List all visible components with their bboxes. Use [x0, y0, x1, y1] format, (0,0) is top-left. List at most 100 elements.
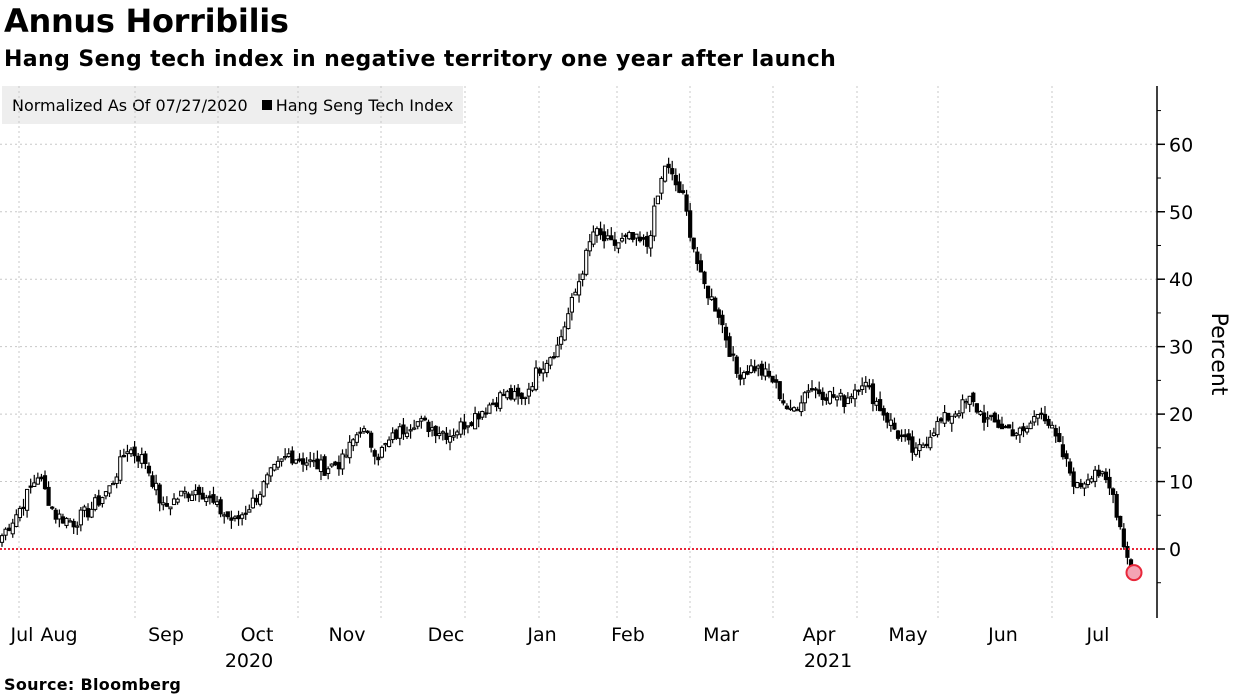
candle-body: [304, 462, 309, 466]
candle-body: [415, 421, 420, 427]
candle-body: [67, 520, 73, 523]
candle-body: [1003, 425, 1008, 429]
candle-body: [781, 400, 786, 404]
candle-body: [720, 314, 725, 326]
candle-body: [1024, 428, 1030, 433]
y-tick-label: 30: [1169, 337, 1193, 359]
legend: Normalized As Of 07/27/2020 Hang Seng Te…: [2, 86, 464, 124]
x-month-label: Feb: [611, 624, 645, 646]
candle-body: [143, 453, 148, 465]
candle-body: [666, 163, 671, 169]
candle-body: [279, 458, 284, 462]
x-month-label: Jul: [1086, 624, 1110, 646]
candle-body: [802, 392, 807, 404]
candle-body: [14, 514, 19, 527]
candle-body: [351, 439, 356, 447]
candle-body: [508, 388, 514, 400]
candle-body: [218, 499, 223, 515]
candle-body: [111, 482, 116, 486]
candle-body: [1021, 426, 1026, 432]
candle-body: [817, 389, 822, 395]
x-month-label: Jun: [987, 624, 1018, 646]
candle-body: [838, 392, 843, 397]
candle-body: [447, 435, 453, 443]
candle-body: [21, 506, 26, 509]
candle-body: [899, 434, 904, 437]
candle-body: [537, 368, 542, 374]
candle-body: [831, 394, 836, 398]
candle-body: [308, 459, 313, 462]
candle-body: [845, 397, 850, 405]
candle-body: [774, 379, 779, 383]
candle-body: [971, 392, 976, 403]
candle-body: [107, 485, 112, 494]
grid: [0, 86, 1158, 618]
candle-body: [541, 368, 546, 374]
candle-body: [680, 190, 686, 194]
candle-body: [555, 344, 560, 358]
candle-body: [397, 426, 402, 439]
candle-body: [376, 456, 381, 461]
candle-body: [64, 517, 69, 526]
candle-body: [949, 415, 954, 424]
candle-body: [240, 514, 245, 519]
candle-body: [1100, 471, 1105, 475]
candle-body: [623, 234, 628, 237]
y-tick-label: 10: [1169, 472, 1193, 494]
candle-body: [462, 421, 467, 430]
last-value-marker: [1125, 564, 1143, 582]
candle-body: [57, 513, 62, 520]
candle-body: [39, 476, 44, 480]
candle-body: [401, 424, 406, 435]
candle-body: [222, 514, 227, 517]
candle-body: [189, 494, 195, 501]
candle-body: [1082, 483, 1087, 489]
x-year-label: 2021: [804, 650, 852, 672]
candle-body: [544, 362, 549, 374]
candle-body: [168, 506, 173, 510]
candle-body: [50, 506, 55, 509]
candle-body: [440, 431, 445, 434]
candle-body: [878, 399, 883, 412]
candle-body: [465, 425, 471, 428]
candle-body: [562, 326, 567, 341]
candle-body: [895, 430, 901, 439]
candle-body: [480, 410, 485, 418]
y-tick-label: 40: [1169, 269, 1193, 291]
candle-body: [727, 336, 732, 357]
candle-body: [1028, 422, 1033, 430]
candle-body: [437, 433, 442, 437]
candle-body: [688, 210, 693, 238]
candle-body: [236, 515, 241, 520]
candle-body: [179, 490, 184, 497]
candle-body: [157, 484, 162, 504]
legend-note: Normalized As Of 07/27/2020: [12, 95, 248, 115]
candle-body: [702, 271, 707, 285]
candle-body: [3, 528, 8, 536]
candle-body: [580, 273, 585, 281]
candle-body: [60, 516, 66, 524]
candle-body: [713, 297, 718, 312]
candle-body: [114, 476, 119, 484]
candle-body: [594, 228, 600, 236]
candle-body: [824, 397, 829, 401]
candle-body: [999, 423, 1005, 430]
candle-body: [584, 249, 589, 275]
candle-body: [139, 454, 144, 464]
candle-body: [691, 237, 696, 250]
candle-body: [885, 412, 890, 423]
candle-body: [24, 488, 30, 511]
candle-body: [322, 456, 327, 476]
candle-body: [519, 392, 524, 400]
candle-body: [641, 237, 646, 240]
candle-body: [705, 285, 711, 299]
candle-body: [53, 509, 58, 520]
candle-body: [1067, 461, 1073, 474]
candle-body: [250, 497, 255, 509]
candle-body: [634, 233, 639, 239]
candle-body: [340, 453, 345, 470]
candle-body: [1107, 476, 1112, 489]
candle-body: [498, 392, 503, 409]
x-year-label: 2020: [225, 650, 273, 672]
candle-body: [763, 368, 768, 377]
